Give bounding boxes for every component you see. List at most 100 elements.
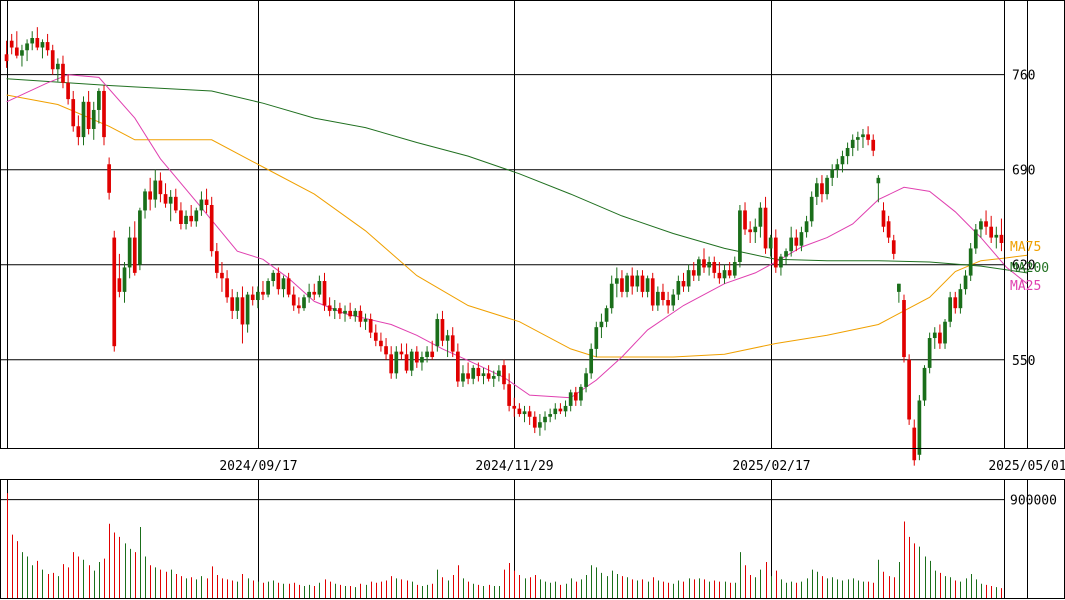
candle xyxy=(61,55,65,89)
candle-body xyxy=(661,291,665,301)
candle xyxy=(132,221,137,276)
candle-body xyxy=(266,281,270,295)
candle xyxy=(881,202,886,233)
candle-body xyxy=(666,300,670,306)
candle-body xyxy=(799,232,804,246)
candle xyxy=(994,226,999,249)
candle xyxy=(671,289,676,311)
candle xyxy=(486,365,491,382)
candle xyxy=(97,88,101,124)
candle-body xyxy=(794,237,799,246)
candle xyxy=(789,226,794,257)
candle xyxy=(286,272,291,298)
candle-body xyxy=(512,405,517,409)
candle-body xyxy=(184,215,188,224)
candle xyxy=(461,365,465,387)
candle xyxy=(594,321,599,358)
candle-body xyxy=(994,234,999,238)
candle xyxy=(209,196,214,257)
candle-body xyxy=(507,384,511,406)
candle xyxy=(702,248,706,273)
candle-body xyxy=(261,291,265,295)
candle xyxy=(122,262,127,303)
candle xyxy=(173,188,178,214)
candle xyxy=(189,204,194,227)
candle-body xyxy=(486,373,491,379)
candle xyxy=(589,343,594,379)
candle-body xyxy=(589,348,594,374)
candle-body xyxy=(66,82,70,100)
candle-body xyxy=(358,310,363,322)
candle-body xyxy=(758,207,763,227)
candle-body xyxy=(4,54,9,62)
candle-body xyxy=(886,221,891,238)
candle-body xyxy=(153,180,158,200)
candle xyxy=(307,283,311,303)
candle-body xyxy=(927,338,932,368)
candle-body xyxy=(707,262,711,268)
ma-legend-ma25: MA25 xyxy=(1010,279,1041,294)
volume-layer xyxy=(7,493,1002,598)
candle-body xyxy=(984,221,988,227)
candle-body xyxy=(107,164,111,193)
candle xyxy=(840,150,845,173)
candle xyxy=(599,313,604,339)
candle-body xyxy=(497,370,501,377)
candle xyxy=(907,354,911,425)
candle-body xyxy=(953,297,958,309)
candle-body xyxy=(102,90,106,138)
grid-layer xyxy=(0,0,1028,598)
candle-body xyxy=(656,291,660,306)
candle xyxy=(343,305,347,322)
candle-body xyxy=(81,101,86,138)
candle xyxy=(861,128,865,148)
candle xyxy=(984,210,988,235)
candle xyxy=(548,408,552,423)
candle-body xyxy=(645,278,650,292)
candle-body xyxy=(204,199,209,205)
candle-body xyxy=(697,259,701,276)
candle xyxy=(584,367,588,393)
candle xyxy=(686,264,691,292)
candle-body xyxy=(784,251,788,257)
candle-body xyxy=(348,310,352,317)
candle-body xyxy=(276,272,281,290)
candle xyxy=(476,362,481,382)
candle xyxy=(435,313,440,352)
candle-body xyxy=(973,229,978,249)
candle-body xyxy=(809,196,814,222)
candle-body xyxy=(138,210,142,265)
candle xyxy=(938,324,942,349)
candle xyxy=(886,215,891,244)
candle xyxy=(666,291,670,314)
candle xyxy=(809,191,814,227)
candle xyxy=(563,400,568,417)
candle xyxy=(312,283,317,301)
candle-body xyxy=(445,335,450,341)
candle-body xyxy=(291,294,296,306)
candle-body xyxy=(968,248,973,276)
candle-body xyxy=(317,281,322,295)
candle xyxy=(712,256,717,279)
candle-body xyxy=(850,139,855,148)
candle-body xyxy=(220,272,224,279)
candle xyxy=(261,281,265,301)
candle-body xyxy=(332,308,337,311)
price-tick-label: 550 xyxy=(1012,354,1035,369)
candle xyxy=(640,270,645,298)
candle xyxy=(758,202,763,238)
candle-body xyxy=(620,278,624,292)
candle-body xyxy=(768,237,773,249)
candle-body xyxy=(25,43,29,51)
candle-body xyxy=(209,204,214,252)
candle xyxy=(225,270,229,303)
volume-tick-label: 900000 xyxy=(1010,494,1057,509)
candle xyxy=(302,294,306,311)
candle-body xyxy=(456,351,460,382)
candle xyxy=(127,226,132,279)
candle xyxy=(979,218,983,238)
candle-body xyxy=(907,359,911,420)
candle-body xyxy=(97,90,101,110)
candle-body xyxy=(481,373,486,377)
